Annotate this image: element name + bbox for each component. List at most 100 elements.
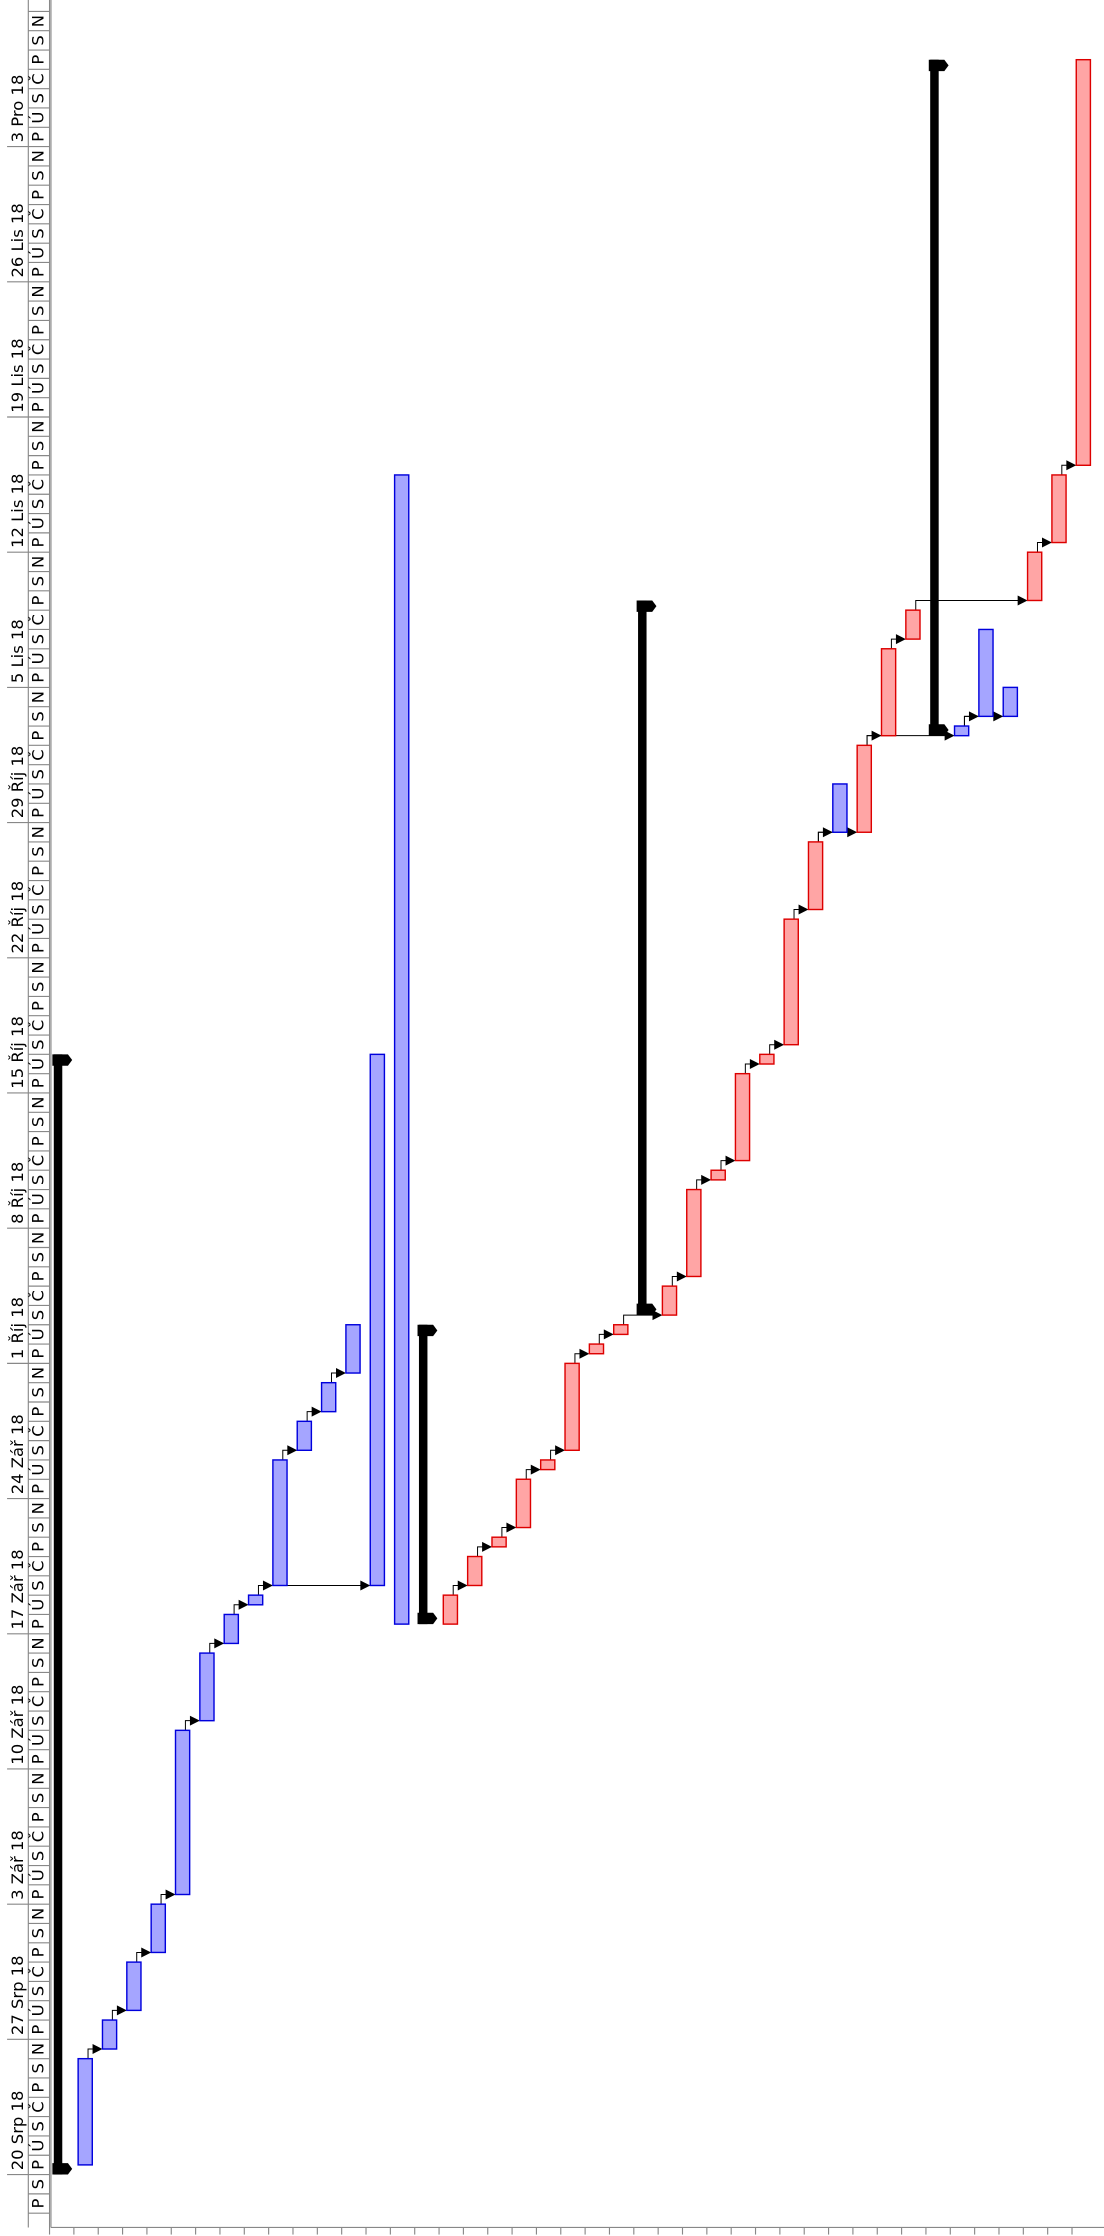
summary-bar [53,1054,63,2175]
day-letter: S [28,170,47,180]
day-letter: S [28,1658,47,1668]
summary-cap [52,1054,73,1066]
day-letter: P [28,1812,47,1822]
day-letter: P [28,1754,47,1764]
task-bar [126,1961,142,2012]
day-letter: N [28,1637,47,1649]
day-letter: N [28,826,47,838]
day-letter: N [28,556,47,568]
day-letter: Č [28,73,47,84]
dependency-line [866,735,948,746]
task-bar [150,1903,167,1954]
day-letter: N [28,15,47,27]
day-letter: S [28,1117,47,1127]
day-letter: P [28,132,47,142]
day-letter: S [28,2179,47,2189]
day-letter: Č [28,1290,47,1301]
day-letter: Ú [28,1328,47,1340]
day-letter: S [28,35,47,45]
day-letter: N [28,691,47,703]
arrowhead [530,1464,541,1475]
day-letter: P [28,1349,47,1359]
week-label: 5 Lis 18 [8,619,27,683]
task-bar [77,2057,93,2166]
task-bar [174,1729,191,1896]
day-letter: S [28,364,47,374]
day-letter: S [28,1175,47,1185]
task-bar [783,918,799,1046]
day-letter: Ú [28,1734,47,1746]
day-letter: Ú [28,1193,47,1205]
arrowhead [555,1445,566,1456]
day-letter: N [28,961,47,973]
task-bar [296,1420,313,1452]
summary-cap [636,1303,657,1316]
day-letter: Ú [28,247,47,259]
day-letter: S [28,846,47,856]
task-bar [1002,686,1019,718]
arrowhead [506,1522,517,1533]
day-letter: N [28,1097,47,1109]
day-letter: Ú [28,1869,47,1881]
day-letter: S [28,1793,47,1803]
arrowhead [993,711,1004,722]
day-letter: P [28,866,47,876]
task-bar [564,1362,580,1452]
week-label: 3 Zář 18 [8,1830,27,1900]
day-letter: S [28,576,47,586]
day-letter: P [28,1001,47,1011]
task-bar [1075,58,1092,466]
day-letter: Ú [28,788,47,800]
day-letter: S [28,1310,47,1320]
task-bar [223,1613,240,1645]
arrowhead [360,1580,371,1591]
day-letter: P [28,460,47,470]
day-letter: S [28,1715,47,1725]
task-bar [272,1459,288,1587]
task-bar [442,1594,459,1625]
day-letter: P [28,1271,47,1281]
arrowhead [774,1039,785,1050]
day-letter: P [28,808,47,818]
arrowhead [238,1599,249,1610]
day-letter: S [28,93,47,103]
day-letter: N [28,1367,47,1379]
task-bar [369,1053,386,1587]
day-letter: P [28,1619,47,1629]
task-bar [491,1536,507,1548]
arrowhead [1017,595,1028,606]
day-letter: Č [28,208,47,219]
day-letter: S [28,982,47,992]
task-bar [807,841,824,911]
arrowhead [603,1329,614,1340]
arrowhead [944,730,955,741]
week-label: 3 Pro 18 [8,75,27,143]
task-bar [1026,551,1043,602]
week-label: 19 Lis 18 [8,338,27,412]
week-label: 24 Zář 18 [8,1414,27,1494]
week-label: 1 Říj 18 [8,1297,27,1359]
week-label: 26 Lis 18 [8,203,27,277]
day-letter: N [28,1772,47,1784]
day-letter: P [28,943,47,953]
day-letter: S [28,1039,47,1049]
task-bar [978,628,994,718]
task-bar [247,1594,264,1606]
day-letter: Č [28,1696,47,1707]
day-letter: P [28,2160,47,2170]
day-letter: Č [28,1831,47,1842]
task-bar [515,1478,532,1529]
arrowhead [482,1541,492,1552]
day-letter: P [28,537,47,547]
day-letter: Č [28,1155,47,1166]
arrowhead [189,1715,200,1726]
day-letter: S [28,1522,47,1532]
week-label: 15 Říj 18 [8,1016,27,1089]
week-label: 27 Srp 18 [8,1955,27,2035]
day-letter: P [28,1677,47,1687]
week-label: 10 Zář 18 [8,1685,27,1765]
day-letter: S [28,1580,47,1590]
